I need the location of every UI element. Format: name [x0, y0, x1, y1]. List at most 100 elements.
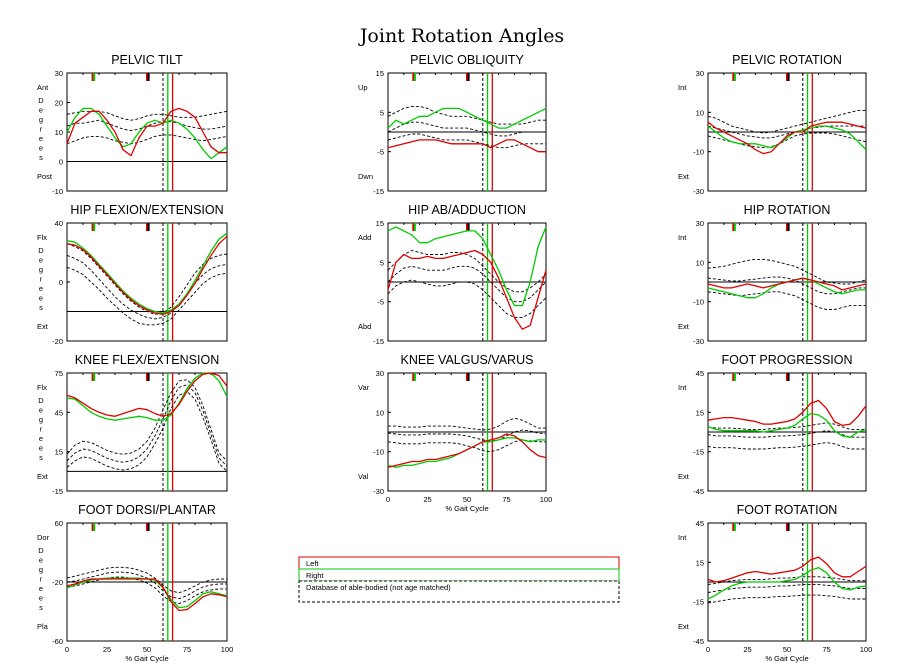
kv-top-label: Var: [358, 383, 370, 392]
hr-series-mean: [707, 276, 866, 295]
fr-series-left: [707, 556, 867, 583]
kv-xtick-label: 50: [463, 495, 471, 504]
fp-title: FOOT PROGRESSION: [721, 353, 852, 367]
pt-ytick-label: -10: [52, 187, 63, 196]
pr-bottom-label: Ext: [678, 172, 690, 181]
fr-xtick-label: 75: [822, 645, 830, 654]
kv-xtick-label: 25: [423, 495, 431, 504]
hr-series-left: [707, 277, 867, 291]
hf-panel: HIP FLEXION/EXTENSION 40 0 -20 Flx Ext D e g r e e s: [37, 203, 228, 346]
fr-xtick-label: 25: [743, 645, 751, 654]
fr-series-upper: [707, 576, 866, 586]
ha-series-upper: [387, 250, 547, 293]
ha-top-label: Add: [358, 233, 371, 242]
pr-series-mean: [707, 125, 866, 139]
hr-ytick-label: -10: [693, 298, 704, 307]
ha-bottom-label: Abd: [358, 322, 371, 331]
ha-series-mean: [387, 265, 547, 303]
ha-series-right: [387, 226, 547, 307]
kf-series-right: [66, 372, 228, 421]
pr-title: PELVIC ROTATION: [732, 53, 842, 67]
kv-bottom-label: Val: [358, 472, 369, 481]
pt-series-mean: [66, 119, 228, 131]
kv-ytick-label: -10: [373, 448, 384, 457]
pt-ytick-label: 0: [59, 158, 63, 167]
fd-xlabel: % Gait Cycle: [125, 654, 168, 663]
legend-right-box: [298, 568, 620, 582]
kf-panel: KNEE FLEX/EXTENSION 75 45 15 -15 Flx Ext D e g r e e…: [37, 353, 228, 496]
po-bottom-label: Dwn: [358, 172, 373, 181]
fp-bottom-label: Ext: [678, 472, 690, 481]
pt-title: PELVIC TILT: [111, 53, 183, 67]
po-top-label: Up: [358, 83, 368, 92]
kf-series-left: [66, 372, 228, 417]
fd-title: FOOT DORSI/PLANTAR: [78, 503, 216, 517]
fr-ytick-label: 45: [696, 519, 704, 528]
fp-series-lower: [707, 442, 866, 450]
fr-xtick-label: 0: [706, 645, 710, 654]
fd-series-mean: [66, 571, 227, 600]
hf-ytick-label: 40: [55, 219, 63, 228]
hf-title: HIP FLEXION/EXTENSION: [70, 203, 223, 217]
kf-ytick-label: 45: [55, 408, 63, 417]
kf-ytick-label: 75: [55, 369, 63, 378]
ha-panel: HIP AB/ADDUCTION 15 5 -5 -15 Add Abd: [358, 203, 547, 346]
legend-left-box: [298, 556, 620, 570]
kv-series-upper: [388, 417, 546, 431]
kf-series-upper: [66, 379, 228, 462]
fd-xtick-label: 100: [221, 645, 234, 654]
kv-xtick-label: 75: [502, 495, 510, 504]
legend-database-box: [298, 580, 620, 603]
fr-xlabel: % Gait Cycle: [765, 654, 808, 663]
kf-top-label: Flx: [37, 383, 47, 392]
po-ytick-label: 5: [380, 108, 384, 117]
fr-ytick-label: -15: [693, 598, 704, 607]
fr-series-lower: [707, 594, 866, 604]
hf-series-mean: [66, 254, 228, 320]
fd-ytick-label: -60: [52, 637, 63, 646]
fr-ytick-label: -45: [693, 637, 704, 646]
po-ytick-label: 15: [376, 69, 384, 78]
pt-bottom-label: Post: [37, 172, 53, 181]
po-series-mean: [387, 121, 546, 137]
hr-panel: HIP ROTATION 30 10 -10 -30 Int Ext: [678, 203, 867, 346]
pr-ytick-label: 10: [696, 108, 704, 117]
fr-title: FOOT ROTATION: [737, 503, 838, 517]
fp-ytick-label: -45: [693, 487, 704, 496]
po-series-left: [387, 139, 546, 153]
pt-ytick-label: 30: [55, 69, 63, 78]
fp-ytick-label: 45: [696, 369, 704, 378]
kv-xtick-label: 100: [540, 495, 553, 504]
fd-series-left: [66, 578, 228, 612]
kf-series-lower: [66, 390, 228, 472]
hf-ytick-label: -20: [52, 337, 63, 346]
pr-series-upper: [707, 109, 866, 134]
pr-ytick-label: -30: [693, 187, 704, 196]
po-ytick-label: -5: [377, 148, 384, 157]
kf-bottom-label: Ext: [37, 472, 49, 481]
po-panel: PELVIC OBLIQUITY 15 5 -5 -15 Up Dwn: [358, 53, 547, 196]
fr-panel: FOOT ROTATION 45 15 -15 -450 25 50 75 100 % Gait …: [678, 503, 872, 663]
fp-series-right: [707, 412, 867, 438]
hf-series-left: [66, 235, 228, 316]
fd-series-upper: [66, 566, 227, 594]
pr-series-right: [707, 125, 867, 151]
fd-ytick-label: -20: [52, 578, 63, 587]
legend-left-label: Left: [306, 559, 319, 568]
kf-ytick-label: -15: [52, 487, 63, 496]
hf-ytick-label: 0: [59, 278, 63, 287]
kf-ytick-label: 15: [55, 448, 63, 457]
kf-axes-frame: [66, 372, 228, 492]
fd-xtick-label: 75: [183, 645, 191, 654]
kv-panel: KNEE VALGUS/VARUS 30 10 -10 -300 25 50 75 100 % G…: [358, 353, 552, 513]
po-series-upper: [387, 105, 546, 125]
hr-ytick-label: 30: [696, 219, 704, 228]
fr-xtick-label: 100: [860, 645, 873, 654]
ha-ytick-label: 15: [376, 219, 384, 228]
fd-xtick-label: 50: [143, 645, 151, 654]
legend-right-label: Right: [306, 571, 324, 580]
fr-top-label: Int: [678, 533, 687, 542]
hf-top-label: Flx: [37, 233, 47, 242]
kv-xlabel: % Gait Cycle: [445, 504, 488, 513]
